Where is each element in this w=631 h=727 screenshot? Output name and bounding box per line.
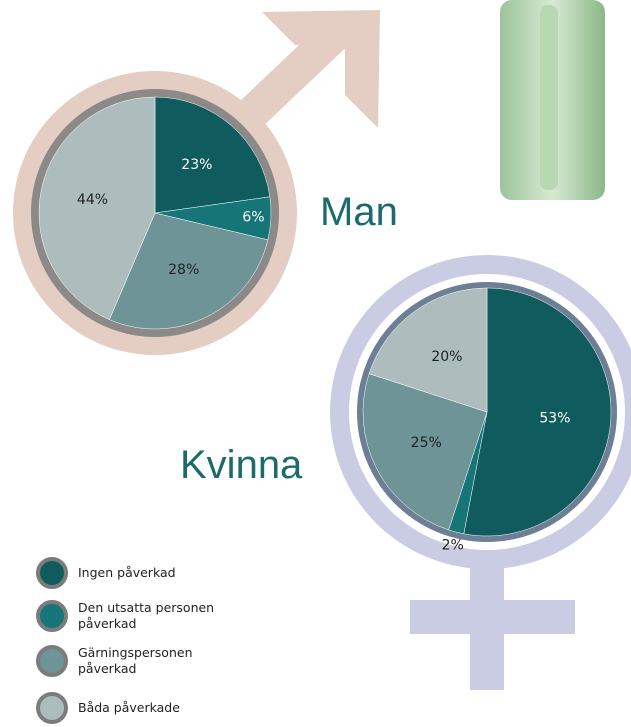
legend-label: Den utsatta personen påverkad: [78, 600, 263, 632]
value-label: 44%: [77, 192, 108, 208]
infographic: Man Kvinna 23% 6% 28% 44% 53% 2% 25% 20% Ingen …: [0, 0, 631, 727]
legend-swatch: [38, 694, 66, 722]
legend-label: Båda påverkade: [78, 700, 258, 716]
value-label: 6%: [242, 210, 264, 226]
legend-swatch: [38, 559, 66, 587]
chart-title: Man: [320, 190, 398, 234]
bottle-detail: [540, 5, 558, 190]
value-label: 23%: [181, 157, 212, 173]
value-label: 20%: [431, 349, 462, 365]
female-cross-h: [410, 600, 575, 634]
legend-label: Ingen påverkad: [78, 565, 258, 581]
legend-swatch: [38, 647, 66, 675]
value-label: 2%: [442, 538, 464, 554]
value-label: 25%: [411, 435, 442, 451]
chart-title: Kvinna: [180, 443, 303, 487]
legend-label: Gärningspersonen påverkad: [78, 645, 218, 677]
value-label: 53%: [539, 410, 570, 426]
value-label: 28%: [168, 262, 199, 278]
legend-swatch: [38, 602, 66, 630]
